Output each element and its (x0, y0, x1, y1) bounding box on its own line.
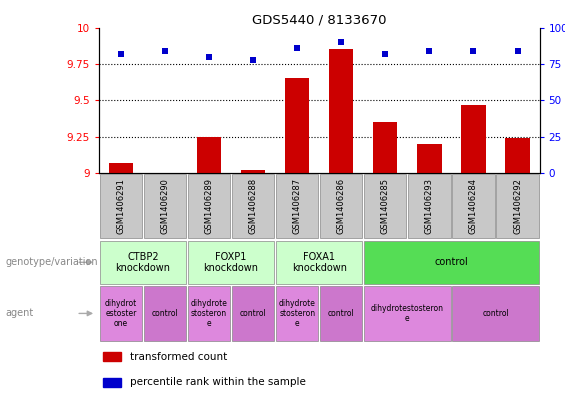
Bar (285, 79, 309, 173)
Text: transformed count: transformed count (130, 352, 227, 362)
Text: control: control (240, 309, 267, 318)
Bar (100, 286, 142, 341)
Text: GSM1406289: GSM1406289 (205, 178, 214, 234)
Text: control: control (328, 309, 355, 318)
Point (381, 51, 390, 57)
Text: GSM1406285: GSM1406285 (381, 178, 390, 234)
Bar (188, 241, 274, 284)
Bar (418, 144, 441, 173)
Bar (276, 241, 362, 284)
Bar (364, 286, 450, 341)
Point (116, 51, 125, 57)
Bar (100, 241, 186, 284)
Bar (144, 286, 186, 341)
Bar (197, 137, 221, 173)
Bar (241, 170, 265, 173)
Text: dihydrotestosteron
e: dihydrotestosteron e (371, 304, 444, 323)
Bar (232, 286, 274, 341)
Bar (232, 174, 274, 239)
Text: GSM1406290: GSM1406290 (160, 178, 170, 234)
Text: FOXP1
knockdown: FOXP1 knockdown (203, 252, 259, 273)
Bar (497, 174, 538, 239)
Bar (506, 138, 529, 173)
Text: CTBP2
knockdown: CTBP2 knockdown (115, 252, 171, 273)
Bar (462, 105, 485, 173)
Point (337, 39, 346, 45)
Point (425, 48, 434, 54)
Text: GSM1406288: GSM1406288 (249, 178, 258, 234)
Bar (109, 163, 133, 173)
Text: percentile rank within the sample: percentile rank within the sample (130, 377, 306, 387)
Text: GSM1406292: GSM1406292 (513, 178, 522, 234)
Text: dihydrote
stosteron
e: dihydrote stosteron e (279, 299, 316, 328)
Bar (103, 352, 121, 361)
Text: dihydrote
stosteron
e: dihydrote stosteron e (190, 299, 228, 328)
Bar (276, 286, 318, 341)
Bar (373, 122, 397, 173)
Bar (453, 286, 538, 341)
Bar (320, 286, 362, 341)
Bar (453, 174, 494, 239)
Text: FOXA1
knockdown: FOXA1 knockdown (292, 252, 347, 273)
Bar (276, 174, 318, 239)
Text: GSM1406291: GSM1406291 (116, 178, 125, 234)
Text: dihydrot
estoster
one: dihydrot estoster one (105, 299, 137, 328)
Text: control: control (482, 309, 509, 318)
Point (293, 45, 302, 51)
Text: GSM1406293: GSM1406293 (425, 178, 434, 234)
Bar (188, 174, 230, 239)
Text: GSM1406286: GSM1406286 (337, 178, 346, 234)
Bar (329, 50, 353, 173)
Point (160, 48, 170, 54)
Point (469, 48, 478, 54)
Bar (188, 286, 230, 341)
Bar (408, 174, 450, 239)
Bar (100, 174, 142, 239)
Title: GDS5440 / 8133670: GDS5440 / 8133670 (252, 13, 386, 26)
Bar (364, 174, 406, 239)
Bar (320, 174, 362, 239)
Bar (364, 241, 538, 284)
Point (249, 56, 258, 62)
Text: genotype/variation: genotype/variation (6, 257, 98, 267)
Text: GSM1406287: GSM1406287 (293, 178, 302, 234)
Point (205, 53, 214, 60)
Text: control: control (151, 309, 179, 318)
Text: control: control (434, 257, 468, 267)
Bar (103, 378, 121, 387)
Text: agent: agent (6, 309, 34, 318)
Bar (144, 174, 186, 239)
Text: GSM1406284: GSM1406284 (469, 178, 478, 234)
Point (513, 48, 522, 54)
